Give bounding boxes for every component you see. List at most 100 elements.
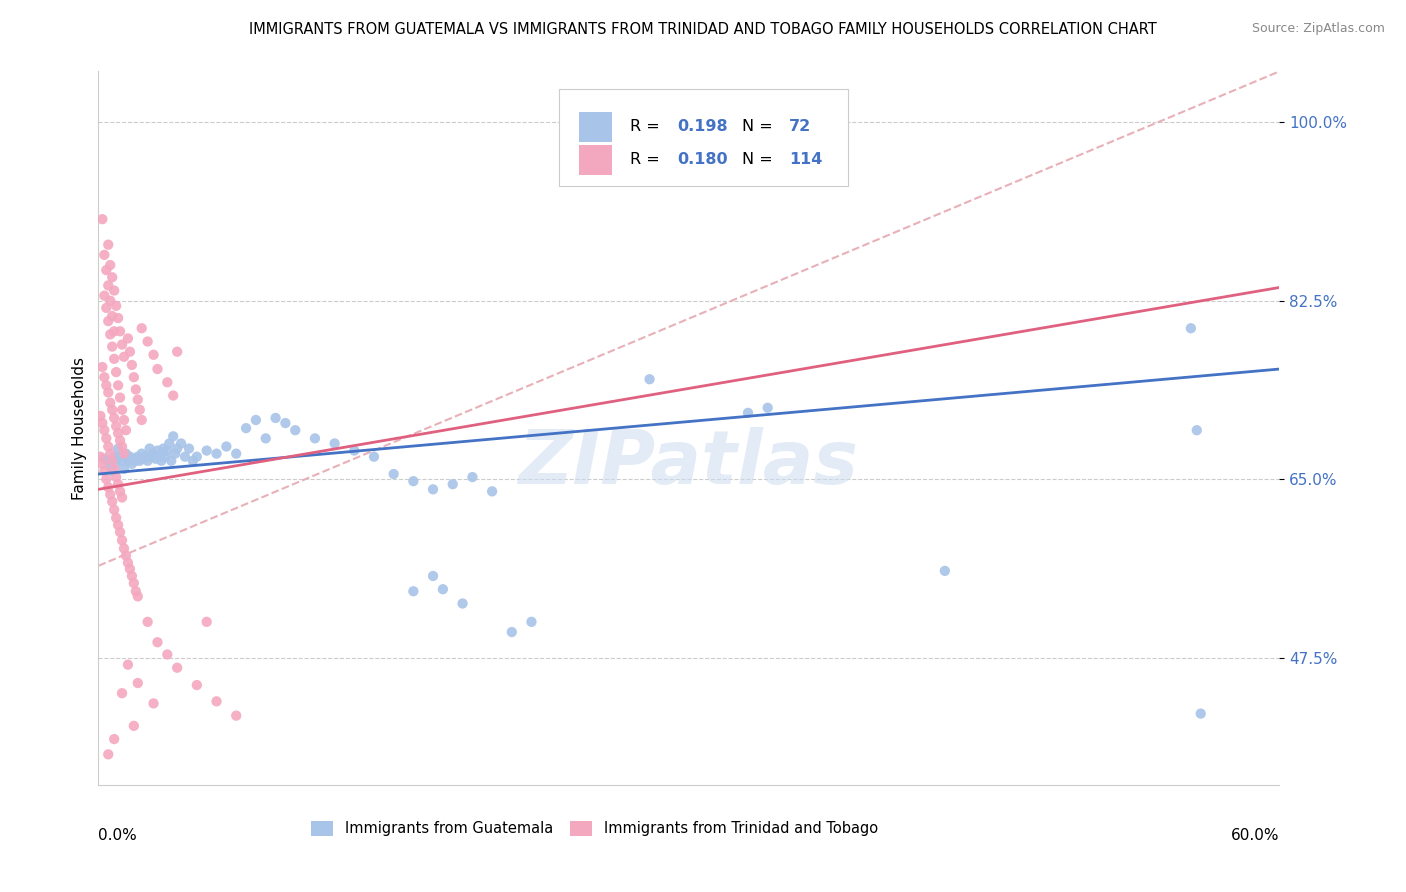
Y-axis label: Family Households: Family Households — [72, 357, 87, 500]
Point — [343, 443, 366, 458]
Point — [142, 447, 165, 461]
Point — [111, 337, 134, 351]
Point — [136, 615, 159, 629]
Point — [101, 309, 124, 323]
Point — [225, 708, 247, 723]
Point — [737, 406, 759, 420]
Point — [112, 413, 135, 427]
Point — [97, 385, 120, 400]
Point — [146, 635, 169, 649]
Point — [225, 447, 247, 461]
Point — [96, 431, 118, 445]
Point — [181, 454, 204, 468]
Point — [1189, 706, 1212, 721]
Point — [112, 541, 135, 556]
Point — [107, 518, 129, 533]
Point — [117, 331, 139, 345]
Point — [638, 372, 661, 386]
Point — [108, 450, 131, 464]
Point — [461, 470, 484, 484]
Point — [152, 442, 174, 456]
Point — [105, 365, 128, 379]
Point — [121, 358, 143, 372]
Point — [274, 416, 297, 430]
Point — [93, 423, 115, 437]
Point — [103, 462, 125, 476]
Point — [98, 447, 121, 461]
Point — [111, 402, 134, 417]
Point — [97, 454, 120, 468]
Point — [215, 440, 238, 454]
Point — [91, 457, 114, 471]
Point — [97, 314, 120, 328]
Point — [122, 719, 145, 733]
Point — [97, 480, 120, 494]
Point — [111, 454, 134, 468]
Point — [103, 450, 125, 464]
Point — [111, 491, 134, 505]
Point — [98, 395, 121, 409]
Point — [112, 447, 135, 461]
Point — [128, 454, 150, 468]
Point — [97, 278, 120, 293]
Text: 0.0%: 0.0% — [98, 828, 138, 843]
Point — [150, 454, 173, 468]
Point — [91, 212, 114, 227]
Point — [103, 502, 125, 516]
Point — [146, 362, 169, 376]
Point — [195, 443, 218, 458]
Point — [304, 431, 326, 445]
Point — [101, 454, 124, 468]
Point — [125, 454, 148, 468]
Point — [1185, 423, 1208, 437]
Point — [756, 401, 779, 415]
Point — [148, 450, 170, 464]
Point — [156, 648, 179, 662]
Point — [934, 564, 956, 578]
Point — [98, 459, 121, 474]
Point — [107, 426, 129, 441]
Point — [127, 676, 149, 690]
Point — [107, 378, 129, 392]
Point — [108, 324, 131, 338]
Point — [166, 442, 188, 456]
Point — [402, 474, 425, 488]
Text: IMMIGRANTS FROM GUATEMALA VS IMMIGRANTS FROM TRINIDAD AND TOBAGO FAMILY HOUSEHOL: IMMIGRANTS FROM GUATEMALA VS IMMIGRANTS … — [249, 22, 1157, 37]
Point — [205, 694, 228, 708]
Point — [284, 423, 307, 437]
Point — [142, 697, 165, 711]
Point — [127, 590, 149, 604]
Point — [131, 321, 153, 335]
Point — [136, 334, 159, 349]
Point — [98, 327, 121, 342]
Text: N =: N = — [742, 120, 778, 134]
Point — [89, 450, 111, 464]
Point — [121, 457, 143, 471]
Point — [97, 237, 120, 252]
Point — [481, 484, 503, 499]
Point — [105, 419, 128, 434]
Point — [105, 511, 128, 525]
Point — [156, 443, 179, 458]
Point — [98, 487, 121, 501]
Point — [170, 436, 193, 450]
Point — [155, 450, 177, 464]
Point — [441, 477, 464, 491]
Text: 114: 114 — [789, 153, 823, 167]
Point — [264, 411, 287, 425]
Point — [107, 442, 129, 456]
Point — [382, 467, 405, 481]
Point — [125, 584, 148, 599]
Text: N =: N = — [742, 153, 778, 167]
Point — [235, 421, 257, 435]
Point — [146, 443, 169, 458]
Point — [156, 376, 179, 390]
Point — [98, 258, 121, 272]
Point — [131, 447, 153, 461]
Point — [112, 462, 135, 476]
Point — [103, 324, 125, 338]
Point — [101, 270, 124, 285]
Point — [186, 450, 208, 464]
Point — [115, 549, 138, 563]
Point — [145, 451, 167, 466]
